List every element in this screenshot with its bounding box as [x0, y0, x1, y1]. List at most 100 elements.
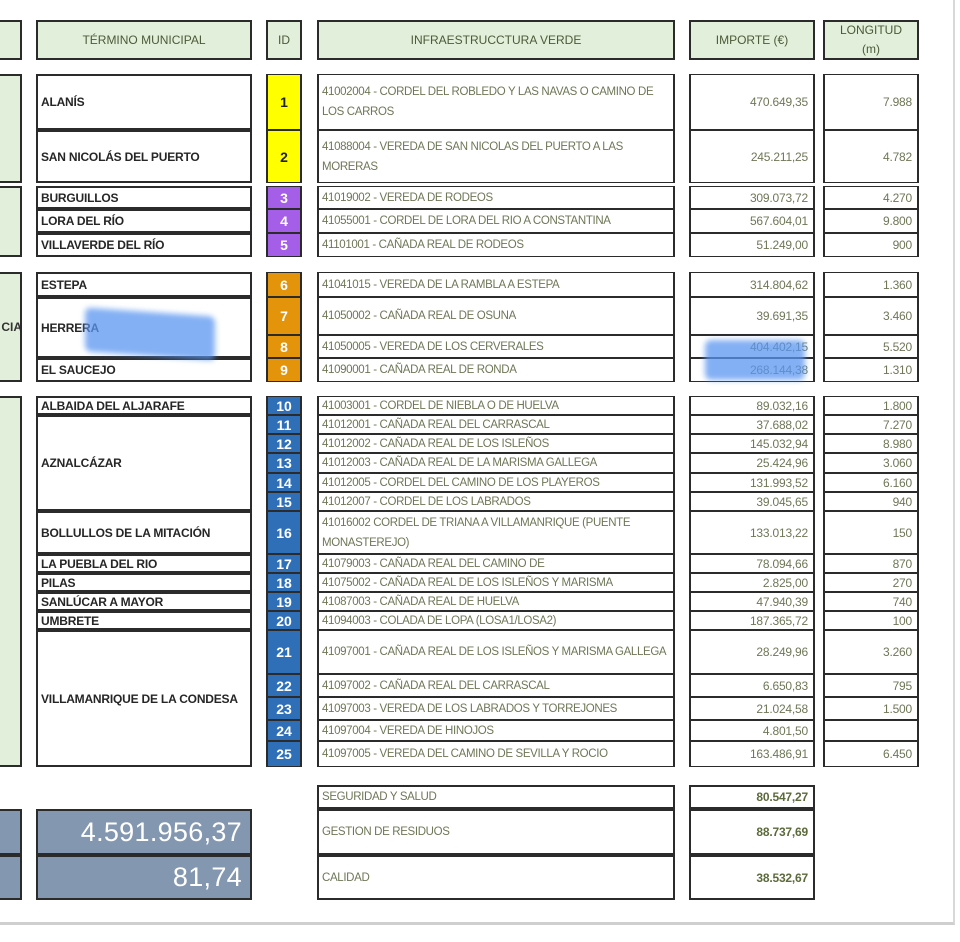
- infra-cell: 41088004 - VEREDA DE SAN NICOLAS DEL PUE…: [317, 130, 675, 183]
- infra-cell-text: 41097003 - VEREDA DE LOS LABRADOS Y TORR…: [322, 702, 617, 715]
- id-badge-text: 6: [280, 276, 288, 293]
- importe-cell: 78.094,66: [689, 554, 815, 573]
- municipio-cell: VILLAVERDE DEL RÍO: [36, 233, 252, 257]
- longitud-cell-text: 3.060: [882, 456, 912, 470]
- total-importe-text: 4.591.956,37: [80, 816, 242, 847]
- longitud-cell: 3.260: [823, 630, 919, 674]
- importe-cell: 314.804,62: [689, 272, 815, 297]
- importe-cell-text: 25.424,96: [756, 456, 808, 470]
- longitud-cell-text: 1.500: [882, 701, 912, 716]
- infra-cell: 41101001 - CAÑADA REAL DE RODEOS: [317, 233, 675, 257]
- importe-cell: 89.032,16: [689, 396, 815, 415]
- municipio-cell-text: AZNALCÁZAR: [41, 456, 122, 470]
- id-badge: 18: [266, 573, 302, 592]
- id-badge-text: 8: [280, 338, 288, 355]
- longitud-cell-text: 7.988: [882, 95, 912, 109]
- id-badge: 12: [266, 434, 302, 453]
- importe-cell: 28.249,96: [689, 630, 815, 674]
- infra-cell-text: 41050005 - VEREDA DE LOS CERVERALES: [322, 340, 544, 353]
- importe-cell: 47.940,39: [689, 592, 815, 611]
- longitud-cell-text: 270: [892, 575, 913, 590]
- importe-cell: 2.825,00: [689, 573, 815, 592]
- longitud-cell: 3.460: [823, 297, 919, 335]
- infra-cell-text: 41101001 - CAÑADA REAL DE RODEOS: [322, 239, 524, 251]
- infra-cell: 41094003 - COLADA DE LOPA (LOSA1/LOSA2): [317, 611, 675, 630]
- longitud-cell: 150: [823, 511, 919, 554]
- importe-cell-text: 39.691,35: [756, 309, 808, 323]
- infra-cell-text: 41075002 - CAÑADA REAL DE LOS ISLEÑOS Y …: [322, 576, 613, 589]
- infra-cell: 41079003 - CAÑADA REAL DEL CAMINO DE: [317, 554, 675, 573]
- municipio-cell: ALBAIDA DEL ALJARAFE: [36, 396, 252, 415]
- municipio-cell-text: ESTEPA: [41, 277, 87, 292]
- importe-cell-text: 89.032,16: [756, 398, 808, 413]
- municipio-cell: PILAS: [36, 573, 252, 592]
- infra-cell: 41097004 - VEREDA DE HINOJOS: [317, 720, 675, 741]
- infra-cell: 41075002 - CAÑADA REAL DE LOS ISLEÑOS Y …: [317, 573, 675, 592]
- id-badge-text: 5: [280, 237, 288, 253]
- longitud-cell: 8.980: [823, 434, 919, 453]
- infra-cell: 41012001 - CAÑADA REAL DEL CARRASCAL: [317, 415, 675, 434]
- extra-label-text: GESTION DE RESIDUOS: [322, 826, 450, 838]
- importe-cell-text: 21.024,58: [756, 701, 808, 716]
- municipio-cell-text: SAN NICOLÁS DEL PUERTO: [41, 149, 200, 164]
- infra-cell: 41087003 - CAÑADA REAL DE HUELVA: [317, 592, 675, 611]
- importe-cell: 21.024,58: [689, 697, 815, 720]
- id-badge: 3: [266, 186, 302, 209]
- longitud-cell: 1.310: [823, 358, 919, 382]
- id-badge: 19: [266, 592, 302, 611]
- municipio-cell: BURGUILLOS: [36, 186, 252, 209]
- municipio-cell-text: PILAS: [41, 575, 76, 590]
- header-longitud: LONGITUD (m): [823, 20, 919, 60]
- extra-importe-text: 38.532,67: [756, 870, 808, 885]
- importe-cell-text: 28.249,96: [756, 645, 808, 659]
- importe-cell-text: 133.013,22: [749, 525, 808, 540]
- infra-cell-text: 41088004 - VEREDA DE SAN NICOLAS DEL PUE…: [322, 140, 623, 173]
- municipio-cell-text: LA PUEBLA DEL RIO: [41, 556, 158, 571]
- header-infra-text: INFRAESTRUCCTURA VERDE: [410, 32, 582, 47]
- id-badge-text: 12: [276, 435, 292, 452]
- importe-cell-text: 309.073,72: [749, 190, 808, 205]
- extra-importe: 88.737,69: [689, 809, 815, 855]
- infra-cell: 41003001 - CORDEL DE NIEBLA O DE HUELVA: [317, 396, 675, 415]
- id-badge: 23: [266, 697, 302, 720]
- importe-cell: 25.424,96: [689, 453, 815, 473]
- id-badge-text: 25: [276, 746, 292, 762]
- id-badge-text: 11: [276, 416, 292, 433]
- importe-cell: 245.211,25: [689, 130, 815, 183]
- importe-cell-text: 51.249,00: [756, 238, 808, 252]
- longitud-cell: 795: [823, 674, 919, 697]
- importe-cell-text: 37.688,02: [756, 417, 808, 432]
- infra-cell: 41012005 - CORDEL DEL CAMINO DE LOS PLAY…: [317, 473, 675, 492]
- id-badge-text: 24: [276, 722, 292, 739]
- id-badge-text: 21: [276, 644, 292, 660]
- longitud-cell-text: 4.782: [882, 149, 912, 164]
- infra-cell: 41097002 - CAÑADA REAL DEL CARRASCAL: [317, 674, 675, 697]
- longitud-cell: 940: [823, 492, 919, 511]
- importe-cell: 4.801,50: [689, 720, 815, 741]
- infra-cell: 41097003 - VEREDA DE LOS LABRADOS Y TORR…: [317, 697, 675, 720]
- id-badge: 7: [266, 297, 302, 335]
- longitud-cell-text: 740: [892, 594, 913, 609]
- longitud-cell-text: 6.160: [882, 475, 912, 490]
- total-importe: 4.591.956,37: [36, 809, 252, 855]
- importe-cell-text: 245.211,25: [750, 149, 808, 164]
- redaction-highlight: [85, 307, 215, 361]
- header-id: ID: [266, 20, 302, 60]
- infra-cell-text: 41012003 - CAÑADA REAL DE LA MARISMA GAL…: [322, 457, 598, 469]
- document-page: [0, 0, 955, 925]
- infra-cell: 41041015 - VEREDA DE LA RAMBLA A ESTEPA: [317, 272, 675, 297]
- infra-cell: 41016002 CORDEL DE TRIANA A VILLAMANRIQU…: [317, 511, 675, 554]
- municipio-cell: SAN NICOLÁS DEL PUERTO: [36, 130, 252, 183]
- importe-cell: 39.045,65: [689, 492, 815, 511]
- municipio-cell: VILLAMANRIQUE DE LA CONDESA: [36, 630, 252, 767]
- importe-cell: 145.032,94: [689, 434, 815, 453]
- infra-cell-text: 41050002 - CAÑADA REAL DE OSUNA: [322, 310, 516, 322]
- infra-cell: 41050005 - VEREDA DE LOS CERVERALES: [317, 335, 675, 358]
- id-badge: 10: [266, 396, 302, 415]
- side-group-cell: [0, 186, 22, 257]
- id-badge: 24: [266, 720, 302, 741]
- header-id-text: ID: [278, 32, 290, 47]
- extra-label-text: SEGURIDAD Y SALUD: [322, 791, 437, 803]
- infra-cell-text: 41097002 - CAÑADA REAL DEL CARRASCAL: [322, 679, 550, 692]
- infra-cell-text: 41012001 - CAÑADA REAL DEL CARRASCAL: [322, 418, 550, 431]
